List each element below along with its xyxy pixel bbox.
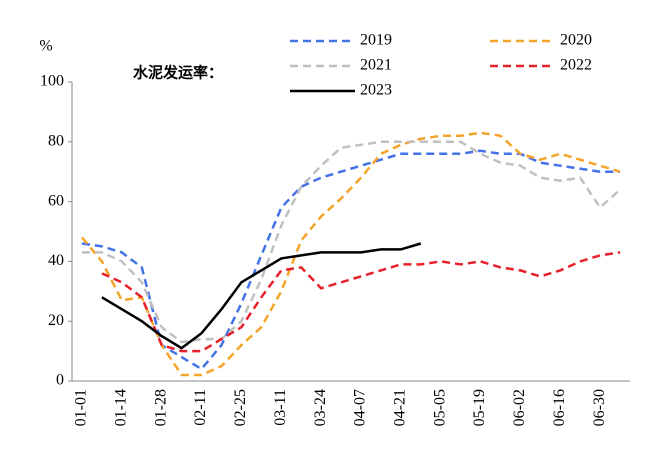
line-series [101, 251, 621, 353]
x-tick-label: 05-05 [431, 389, 448, 426]
x-tick-label: 02-25 [232, 389, 249, 426]
legend-label: 2019 [360, 32, 392, 49]
legend-label: 2023 [360, 82, 392, 99]
line-series [81, 131, 621, 377]
y-tick-label: 80 [48, 132, 64, 149]
x-tick-label: 03-11 [272, 389, 289, 426]
y-tick-label: 40 [48, 252, 64, 269]
x-tick-label: 03-24 [312, 389, 329, 426]
x-tick-label: 04-21 [391, 389, 408, 426]
x-tick-label: 01-01 [73, 389, 90, 426]
y-tick-label: 20 [48, 312, 64, 329]
y-tick-label: 60 [48, 192, 64, 209]
chart-title: 水泥发运率： [133, 64, 223, 82]
x-tick-label: 01-14 [112, 389, 129, 426]
x-tick-label: 06-16 [551, 389, 568, 426]
x-tick-label: 05-19 [471, 389, 488, 426]
line-series [81, 149, 620, 371]
line-series [101, 242, 422, 350]
x-tick-label: 04-07 [352, 389, 369, 426]
x-tick-label: 01-28 [152, 389, 169, 426]
y-axis-label: % [39, 38, 52, 55]
x-tick-label: 02-11 [192, 389, 209, 426]
legend-label: 2020 [560, 32, 592, 49]
x-tick-label: 06-02 [511, 389, 528, 426]
y-tick-label: 0 [56, 372, 64, 389]
legend-label: 2021 [360, 57, 392, 74]
x-tick-label: 06-30 [591, 389, 608, 426]
legend-label: 2022 [560, 57, 592, 74]
y-tick-label: 100 [40, 73, 64, 90]
line-series [82, 140, 621, 344]
